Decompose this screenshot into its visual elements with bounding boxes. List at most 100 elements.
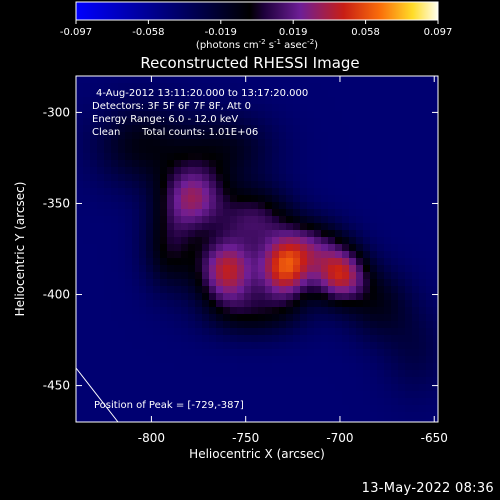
heatmap-cell [174, 265, 182, 273]
heatmap-cell [153, 83, 161, 91]
heatmap-cell [293, 391, 301, 399]
heatmap-cell [335, 90, 343, 98]
heatmap-cell [286, 300, 294, 308]
heatmap-cell [146, 356, 154, 364]
heatmap-cell [251, 300, 259, 308]
y-tick-label: -300 [43, 105, 70, 119]
heatmap-cell [433, 244, 438, 252]
heatmap-cell [195, 118, 203, 126]
heatmap-cell [307, 307, 315, 315]
heatmap-cell [286, 349, 294, 357]
heatmap-cell [370, 328, 378, 336]
heatmap-cell [300, 125, 308, 133]
heatmap-cell [405, 111, 413, 119]
heatmap-cell [244, 300, 252, 308]
heatmap-cell [132, 83, 140, 91]
heatmap-cell [132, 244, 140, 252]
heatmap-cell [118, 244, 126, 252]
heatmap-cell [139, 181, 147, 189]
heatmap-cell [83, 293, 91, 301]
heatmap-cell [265, 83, 273, 91]
heatmap-cell [83, 398, 91, 406]
heatmap-cell [230, 412, 238, 420]
heatmap-cell [356, 118, 364, 126]
heatmap-cell [146, 125, 154, 133]
heatmap-cell [335, 377, 343, 385]
heatmap-cell [405, 202, 413, 210]
heatmap-cell [132, 363, 140, 371]
heatmap-cell [125, 90, 133, 98]
heatmap-cell [258, 349, 266, 357]
heatmap-cell [146, 202, 154, 210]
heatmap-cell [398, 209, 406, 217]
heatmap-cell [307, 237, 315, 245]
heatmap-cell [153, 349, 161, 357]
heatmap-cell [223, 314, 231, 322]
heatmap-cell [286, 230, 294, 238]
heatmap-cell [258, 83, 266, 91]
heatmap-cell [363, 132, 371, 140]
heatmap-cell [174, 342, 182, 350]
heatmap-cell [405, 160, 413, 168]
heatmap-cell [286, 125, 294, 133]
heatmap-cell [349, 412, 357, 420]
heatmap-cell [195, 104, 203, 112]
heatmap-cell [370, 237, 378, 245]
heatmap-cell [307, 286, 315, 294]
heatmap-cell [237, 188, 245, 196]
heatmap-cell [111, 405, 119, 413]
heatmap-cell [286, 293, 294, 301]
chart-title: Reconstructed RHESSI Image [140, 54, 359, 72]
heatmap-cell [314, 349, 322, 357]
heatmap-cell [174, 167, 182, 175]
heatmap-cell [195, 265, 203, 273]
heatmap-cell [370, 419, 378, 422]
heatmap-cell [132, 195, 140, 203]
heatmap-cell [307, 398, 315, 406]
heatmap-cell [209, 391, 217, 399]
heatmap-cell [83, 307, 91, 315]
heatmap-cell [125, 209, 133, 217]
heatmap-cell [307, 160, 315, 168]
heatmap-cell [153, 265, 161, 273]
heatmap-cell [76, 370, 84, 378]
heatmap-cell [293, 356, 301, 364]
heatmap-cell [125, 300, 133, 308]
heatmap-cell [356, 181, 364, 189]
heatmap-cell [251, 328, 259, 336]
heatmap-cell [328, 230, 336, 238]
heatmap-cell [160, 244, 168, 252]
heatmap-cell [384, 321, 392, 329]
heatmap-cell [405, 279, 413, 287]
heatmap-cell [202, 314, 210, 322]
heatmap-cell [111, 160, 119, 168]
heatmap-cell [90, 363, 98, 371]
heatmap-cell [160, 391, 168, 399]
heatmap-cell [412, 384, 420, 392]
heatmap-cell [384, 97, 392, 105]
heatmap-cell [223, 146, 231, 154]
heatmap-cell [244, 125, 252, 133]
heatmap-cell [258, 216, 266, 224]
heatmap-cell [412, 307, 420, 315]
heatmap-cell [314, 405, 322, 413]
heatmap-cell [125, 321, 133, 329]
heatmap-cell [328, 83, 336, 91]
heatmap-cell [384, 195, 392, 203]
heatmap-cell [202, 181, 210, 189]
heatmap-cell [146, 188, 154, 196]
heatmap-cell [160, 125, 168, 133]
heatmap-cell [279, 181, 287, 189]
heatmap-cell [160, 153, 168, 161]
heatmap-cell [335, 265, 343, 273]
heatmap-cell [405, 153, 413, 161]
heatmap-cell [342, 377, 350, 385]
heatmap-cell [356, 321, 364, 329]
heatmap-cell [76, 132, 84, 140]
heatmap-cell [293, 139, 301, 147]
heatmap-cell [356, 314, 364, 322]
heatmap-cell [76, 118, 84, 126]
heatmap-cell [286, 174, 294, 182]
heatmap-cell [76, 209, 84, 217]
